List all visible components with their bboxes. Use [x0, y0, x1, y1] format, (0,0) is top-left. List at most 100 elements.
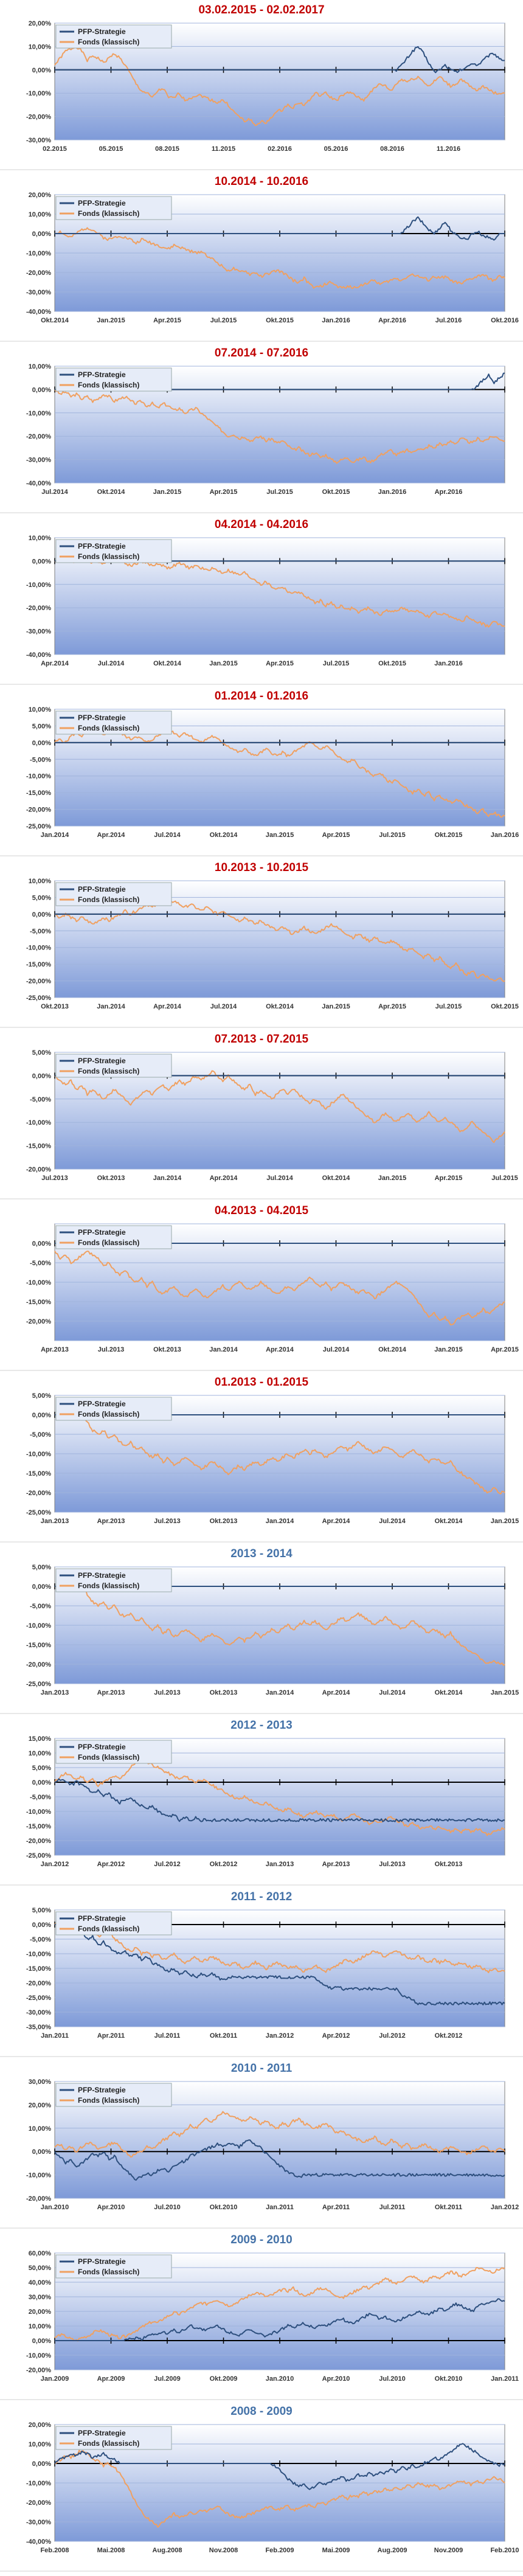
legend-box [55, 1054, 172, 1078]
y-tick-label: 40,00% [29, 2279, 52, 2286]
y-tick-label: 10,00% [29, 1750, 52, 1757]
x-tick-label: Jan.2014 [209, 1346, 238, 1353]
chart-title: 10.2014 - 10.2016 [215, 175, 308, 188]
series-line-fonds [54, 46, 505, 127]
series-line-fonds [54, 727, 505, 818]
x-tick-label: Okt.2014 [435, 1518, 463, 1525]
y-tick-label: -15,00% [26, 1642, 51, 1649]
x-tick-label: Jan.2011 [41, 2032, 69, 2040]
x-tick-label: Okt.2014 [378, 1346, 407, 1353]
y-tick-label: 10,00% [29, 2323, 52, 2330]
y-tick-label: 20,00% [29, 192, 52, 199]
y-tick-label: -15,00% [26, 1299, 51, 1306]
y-tick-label: -30,00% [26, 137, 51, 144]
chart-panel: 2010 - 2011 30,00% 20,00% 10,00% 0,00% -10,00… [0, 2058, 523, 2230]
series-line-fonds [54, 2111, 505, 2158]
x-tick-label: Jan.2016 [378, 488, 406, 496]
x-tick-label: Apr.2014 [210, 1175, 238, 1182]
chart-panel: 03.02.2015 - 02.02.2017 20,00% 10,00% 0,00%… [0, 0, 523, 172]
series-line-fonds [54, 900, 505, 982]
x-tick-label: Jan.2014 [266, 1689, 294, 1696]
legend-label-pfp: PFP-Strategie [78, 2429, 126, 2437]
x-tick-label: Jul.2015 [491, 1175, 518, 1182]
y-tick-label: 5,00% [32, 1392, 51, 1400]
x-tick-label: Jan.2010 [41, 2204, 69, 2211]
series-line-fonds [54, 1070, 505, 1144]
x-tick-label: Jan.2016 [322, 317, 350, 324]
panel-separator [0, 1541, 523, 1543]
x-tick-label: Jul.2015 [266, 488, 293, 496]
chart-panel: 04.2014 - 04.2016 10,00% 0,00% -10,00% -20,0… [0, 515, 523, 686]
series-line-pfp [55, 1918, 505, 2005]
x-tick-label: Jan.2012 [266, 2032, 294, 2040]
x-tick-label: Apr.2016 [435, 488, 463, 496]
x-tick-label: Apr.2013 [322, 1861, 350, 1868]
x-tick-label: Jan.2015 [266, 831, 294, 839]
chart-panel: 10.2013 - 10.2015 10,00% 5,00% 0,00% -5,00% -… [0, 858, 523, 1029]
y-tick-label: -15,00% [26, 1965, 51, 1973]
x-tick-label: Apr.2009 [97, 2375, 125, 2383]
chart-title: 01.2014 - 01.2016 [215, 690, 308, 703]
y-tick-label: 0,00% [32, 2148, 51, 2156]
x-tick-label: Okt.2013 [41, 1003, 69, 1010]
series-line-fonds [54, 1411, 505, 1495]
x-tick-label: 05.2016 [324, 145, 348, 153]
y-tick-label: -20,00% [26, 1838, 51, 1845]
x-tick-label: Feb.2008 [40, 2547, 69, 2554]
panel-separator [0, 2056, 523, 2057]
series-line-fonds [54, 1920, 505, 1973]
y-tick-label: 5,00% [32, 894, 51, 901]
y-tick-label: -10,00% [26, 1279, 51, 1286]
y-tick-label: -40,00% [26, 651, 51, 659]
y-tick-label: -25,00% [26, 1509, 51, 1516]
y-tick-label: -10,00% [26, 2172, 51, 2179]
y-tick-label: -5,00% [30, 1603, 51, 1610]
x-tick-label: Jan.2015 [491, 1518, 519, 1525]
legend-box [55, 196, 172, 220]
x-tick-label: Jul.2013 [98, 1346, 124, 1353]
x-tick-label: Jul.2009 [154, 2375, 180, 2383]
x-tick-label: Jan.2016 [434, 660, 462, 667]
x-tick-label: Jan.2015 [322, 1003, 350, 1010]
x-tick-label: Jul.2015 [323, 660, 349, 667]
x-tick-label: Apr.2015 [266, 660, 294, 667]
y-tick-label: -20,00% [26, 1980, 51, 1987]
x-tick-label: Jul.2013 [154, 1518, 180, 1525]
y-tick-label: -20,00% [26, 2499, 51, 2507]
legend-label-pfp: PFP-Strategie [78, 1228, 126, 1237]
x-tick-label: Jul.2014 [98, 660, 125, 667]
y-tick-label: 60,00% [29, 2250, 52, 2257]
y-tick-label: -20,00% [26, 2367, 51, 2374]
chart-svg: 2011 - 2012 5,00% 0,00% -5,00% -10,00% -15,00… [26, 1890, 505, 2040]
x-tick-label: Okt.2013 [435, 1861, 463, 1868]
x-tick-label: Apr.2011 [322, 2204, 350, 2211]
x-tick-label: Mai.2008 [97, 2547, 125, 2554]
chart-panel: 2011 - 2012 5,00% 0,00% -5,00% -10,00% -15,00… [0, 1887, 523, 2058]
x-tick-label: Apr.2012 [97, 1861, 125, 1868]
legend-label-fonds: Fonds (klassisch) [78, 552, 139, 561]
x-tick-label: 11.2015 [212, 145, 235, 153]
chart-svg: 04.2013 - 04.2015 0,00% -5,00% -10,00% -15,0… [26, 1204, 519, 1353]
chart-panel: 07.2014 - 07.2016 10,00% 0,00% -10,00% -20,0… [0, 343, 523, 515]
panel-separator [0, 1027, 523, 1028]
panel-separator [0, 1713, 523, 1714]
x-tick-label: Okt.2015 [435, 831, 463, 839]
x-tick-label: Jul.2010 [154, 2204, 180, 2211]
y-tick-label: -40,00% [26, 2538, 51, 2546]
x-tick-label: Jan.2015 [378, 1175, 406, 1182]
x-tick-label: Jan.2015 [209, 660, 237, 667]
panel-separator [0, 684, 523, 685]
y-tick-label: 0,00% [32, 1240, 51, 1248]
x-tick-label: Aug.2009 [378, 2547, 407, 2554]
x-tick-label: Jul.2014 [323, 1346, 350, 1353]
chart-panel: 01.2014 - 01.2016 10,00% 5,00% 0,00% -5,00% -… [0, 686, 523, 858]
x-tick-label: Apr.2010 [322, 2375, 350, 2383]
y-tick-label: 0,00% [32, 1583, 51, 1591]
legend-label-pfp: PFP-Strategie [78, 1743, 126, 1751]
chart-panel: 2008 - 2009 20,00% 10,00% 0,00% -10,00% -20,0… [0, 2401, 523, 2573]
legend-box [55, 2426, 172, 2450]
legend-label-fonds: Fonds (klassisch) [78, 1581, 139, 1590]
x-tick-label: Jan.2015 [491, 1689, 519, 1696]
legend-box [55, 24, 172, 49]
